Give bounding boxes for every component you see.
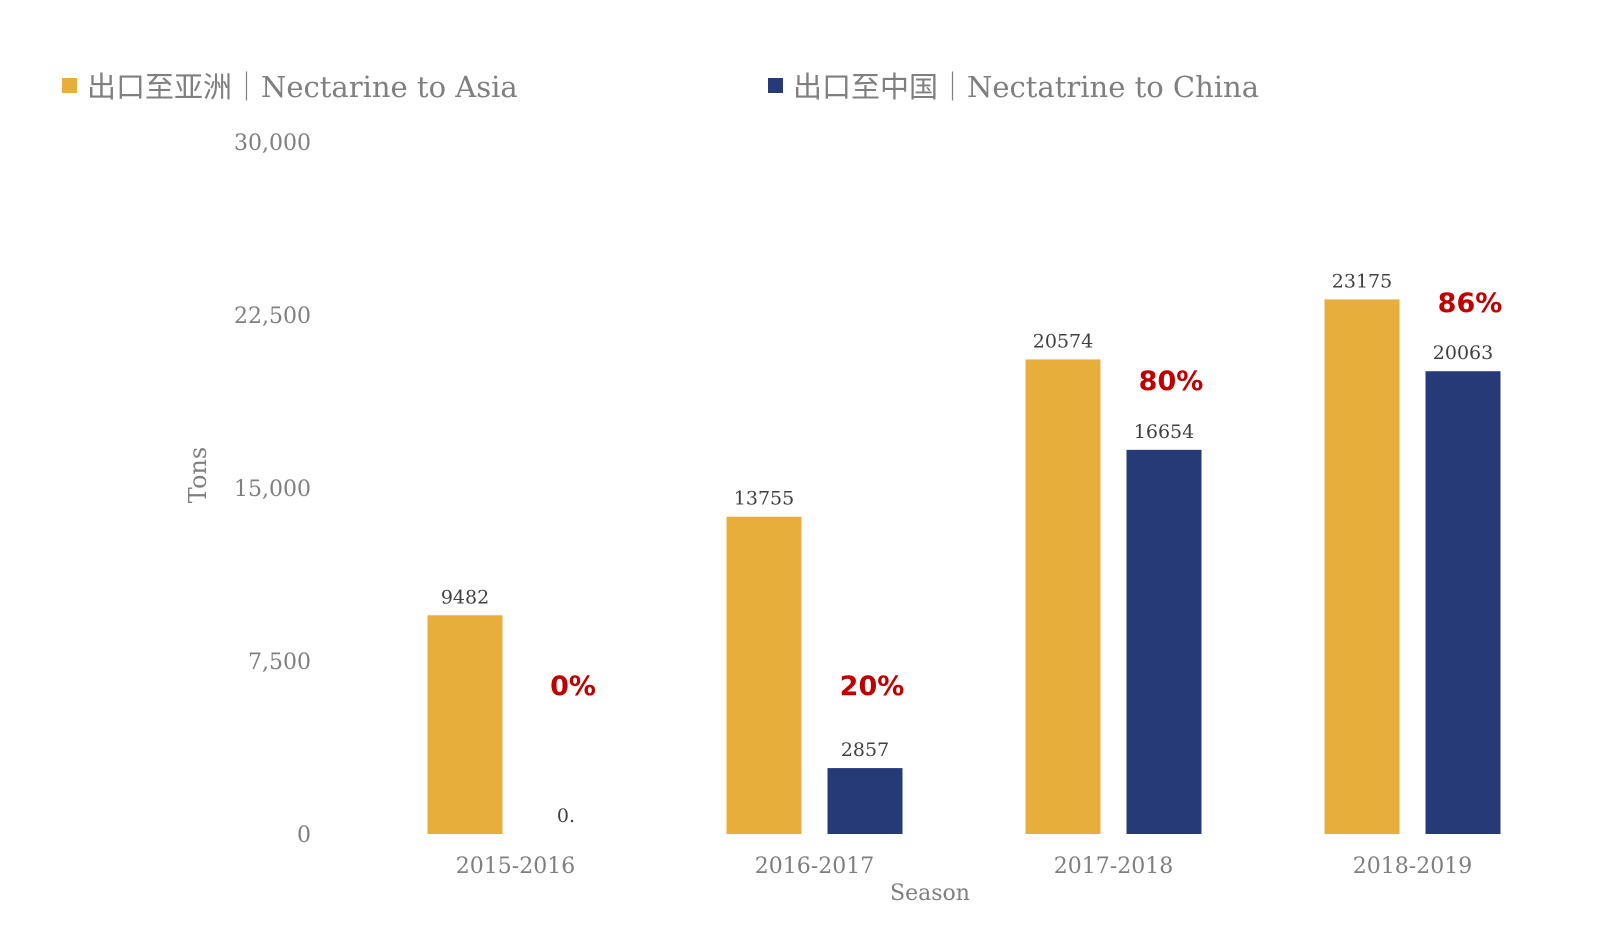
bars xyxy=(427,299,1501,834)
x-tick-label: 2017-2018 xyxy=(1054,854,1173,879)
value-label-asia: 9482 xyxy=(441,586,489,608)
x-axis-ticks: 2015-2016 2016-2017 2017-2018 2018-2019 xyxy=(456,854,1472,879)
y-tick-label: 30,000 xyxy=(234,131,311,156)
x-axis-title: Season xyxy=(890,881,970,906)
china-share-labels: 0% 20% 80% 86% xyxy=(550,288,1502,702)
y-tick-label: 0 xyxy=(297,823,311,848)
value-label-china: 2857 xyxy=(841,739,889,761)
share-label: 80% xyxy=(1139,366,1204,397)
share-label: 86% xyxy=(1438,288,1503,319)
x-tick-label: 2016-2017 xyxy=(755,854,874,879)
bar-value-labels: 9482 0. 13755 2857 20574 16654 23175 20063 xyxy=(441,270,1493,827)
value-label-china: 0. xyxy=(557,805,575,827)
bar-china xyxy=(1425,371,1501,834)
legend-swatch-asia xyxy=(62,77,77,93)
y-tick-label: 15,000 xyxy=(234,477,311,502)
legend-swatch-china xyxy=(768,77,783,93)
x-tick-label: 2018-2019 xyxy=(1353,854,1472,879)
y-axis-ticks: 0 7,500 15,000 22,500 30,000 xyxy=(234,131,311,848)
value-label-asia: 13755 xyxy=(734,488,794,510)
legend-item-asia: 出口至亚洲｜Nectarine to Asia xyxy=(62,62,518,108)
value-label-asia: 23175 xyxy=(1332,270,1392,292)
legend-item-china: 出口至中国｜Nectatrine to China xyxy=(768,62,1259,108)
bar-china xyxy=(1126,449,1202,834)
legend-label-china: 出口至中国｜Nectatrine to China xyxy=(793,70,1260,104)
y-axis-title: Tons xyxy=(184,447,212,503)
bar-asia xyxy=(726,516,802,834)
value-label-asia: 20574 xyxy=(1033,330,1093,352)
share-label: 0% xyxy=(550,671,596,702)
bar-asia xyxy=(427,615,503,834)
bar-china xyxy=(827,768,903,834)
bar-asia xyxy=(1025,359,1101,834)
y-tick-label: 7,500 xyxy=(248,650,311,675)
value-label-china: 20063 xyxy=(1433,342,1493,364)
x-tick-label: 2015-2016 xyxy=(456,854,575,879)
legend-label-asia: 出口至亚洲｜Nectarine to Asia xyxy=(87,70,518,104)
y-tick-label: 22,500 xyxy=(234,304,311,329)
value-label-china: 16654 xyxy=(1134,421,1194,443)
bar-asia xyxy=(1324,299,1400,834)
share-label: 20% xyxy=(840,671,905,702)
